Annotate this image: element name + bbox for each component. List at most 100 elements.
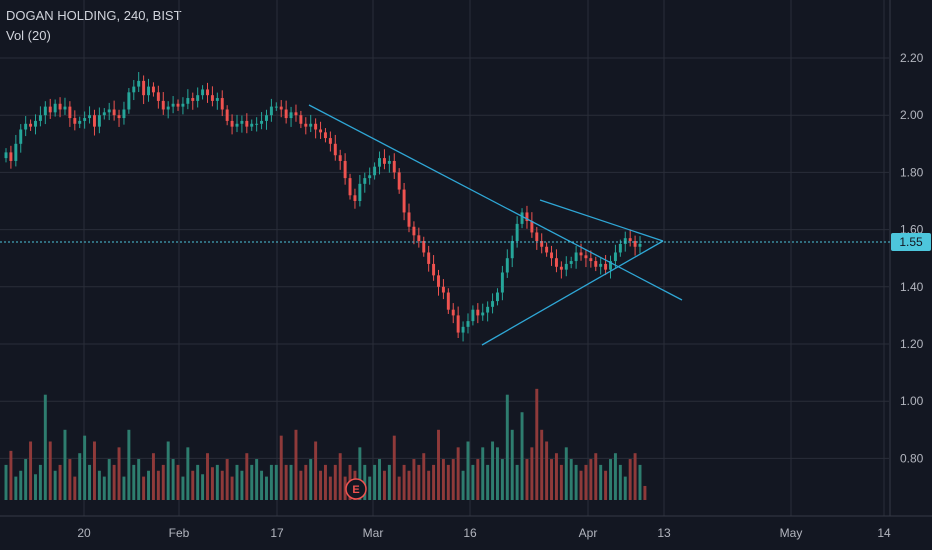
volume-bar xyxy=(319,470,323,500)
volume-bar xyxy=(206,453,209,500)
volume-bar xyxy=(564,447,568,500)
candle xyxy=(417,227,421,248)
volume-bar xyxy=(102,476,106,500)
candle xyxy=(112,100,116,121)
volume-bar xyxy=(58,464,62,500)
symbol-title[interactable]: DOGAN HOLDING, 240, BIST xyxy=(6,8,182,23)
y-tick-label: 1.80 xyxy=(900,165,924,179)
candle xyxy=(97,107,101,134)
candle xyxy=(58,97,62,118)
volume-bar xyxy=(201,474,205,500)
volume-bar xyxy=(540,429,544,500)
candle xyxy=(176,99,180,111)
candle xyxy=(476,303,480,324)
volume-bar xyxy=(569,459,573,500)
candle xyxy=(550,245,554,266)
candle xyxy=(220,90,224,117)
candle xyxy=(348,173,352,200)
volume-bar xyxy=(363,464,367,500)
candle xyxy=(451,303,455,324)
candle xyxy=(274,102,278,111)
candle xyxy=(299,110,303,129)
candle xyxy=(289,106,293,127)
x-tick-label: 14 xyxy=(877,526,891,540)
candle xyxy=(235,114,239,133)
candle xyxy=(34,114,37,135)
candle xyxy=(535,227,539,250)
candle xyxy=(151,82,155,97)
candle xyxy=(181,97,185,115)
volume-bar xyxy=(19,470,23,500)
volume-bar xyxy=(599,464,603,500)
x-tick-label: 17 xyxy=(270,526,284,540)
volume-bar xyxy=(73,476,77,500)
volume-bar xyxy=(609,459,612,500)
candle xyxy=(88,106,92,124)
x-tick-label: 20 xyxy=(77,526,91,540)
candle xyxy=(196,87,200,108)
candle xyxy=(569,256,573,269)
volume-bar xyxy=(117,447,121,500)
volume-bar xyxy=(382,470,386,500)
volume-bar xyxy=(78,453,82,500)
candle xyxy=(215,92,219,110)
candle xyxy=(363,172,367,193)
earnings-marker[interactable]: E xyxy=(345,478,367,500)
volume-bar xyxy=(584,464,588,500)
volume-bar xyxy=(559,464,563,500)
candle xyxy=(461,321,465,342)
y-tick-label: 0.80 xyxy=(900,451,924,465)
volume-bar xyxy=(505,394,509,500)
candle xyxy=(510,235,514,268)
candle xyxy=(161,92,165,115)
volume-bar xyxy=(446,464,450,500)
volume-bars xyxy=(4,388,647,500)
candle xyxy=(269,98,273,122)
volume-bar xyxy=(510,429,514,500)
volume-indicator-label[interactable]: Vol (20) xyxy=(6,28,51,43)
triangle-upper-line xyxy=(539,199,664,242)
candle xyxy=(559,261,563,279)
candle xyxy=(564,256,568,277)
candle xyxy=(589,250,593,268)
candle xyxy=(545,242,549,257)
candle xyxy=(284,100,288,124)
volume-bar xyxy=(156,470,160,500)
volume-bar xyxy=(343,476,347,500)
volume-bar xyxy=(628,459,632,500)
candle xyxy=(481,303,485,321)
candle xyxy=(633,235,637,256)
volume-bar xyxy=(284,464,288,500)
volume-bar xyxy=(299,470,303,500)
volume-bar xyxy=(412,459,416,500)
volume-bar xyxy=(427,470,431,500)
volume-bar xyxy=(112,464,116,500)
volume-bar xyxy=(220,470,224,500)
candle xyxy=(599,257,603,275)
volume-bar xyxy=(53,470,57,500)
volume-bar xyxy=(481,447,485,500)
candle xyxy=(53,99,57,117)
volume-bar xyxy=(186,447,190,500)
candle xyxy=(265,109,268,130)
candle xyxy=(230,114,234,135)
volume-bar xyxy=(225,459,229,500)
candle xyxy=(38,106,42,127)
candle xyxy=(206,82,209,103)
volume-bar xyxy=(633,453,637,500)
volume-bar xyxy=(255,459,259,500)
candle xyxy=(19,124,23,153)
volume-bar xyxy=(14,476,18,500)
volume-bar xyxy=(402,464,406,500)
candle xyxy=(260,112,264,130)
triangle-lower-line xyxy=(481,240,664,346)
chart-legend: DOGAN HOLDING, 240, BIST Vol (20) xyxy=(6,6,182,46)
volume-bar xyxy=(240,470,244,500)
candle xyxy=(137,72,141,93)
volume-bar xyxy=(181,476,185,500)
volume-bar xyxy=(269,464,273,500)
volume-bar xyxy=(594,453,598,500)
volume-bar xyxy=(4,464,8,500)
candle xyxy=(338,149,342,170)
